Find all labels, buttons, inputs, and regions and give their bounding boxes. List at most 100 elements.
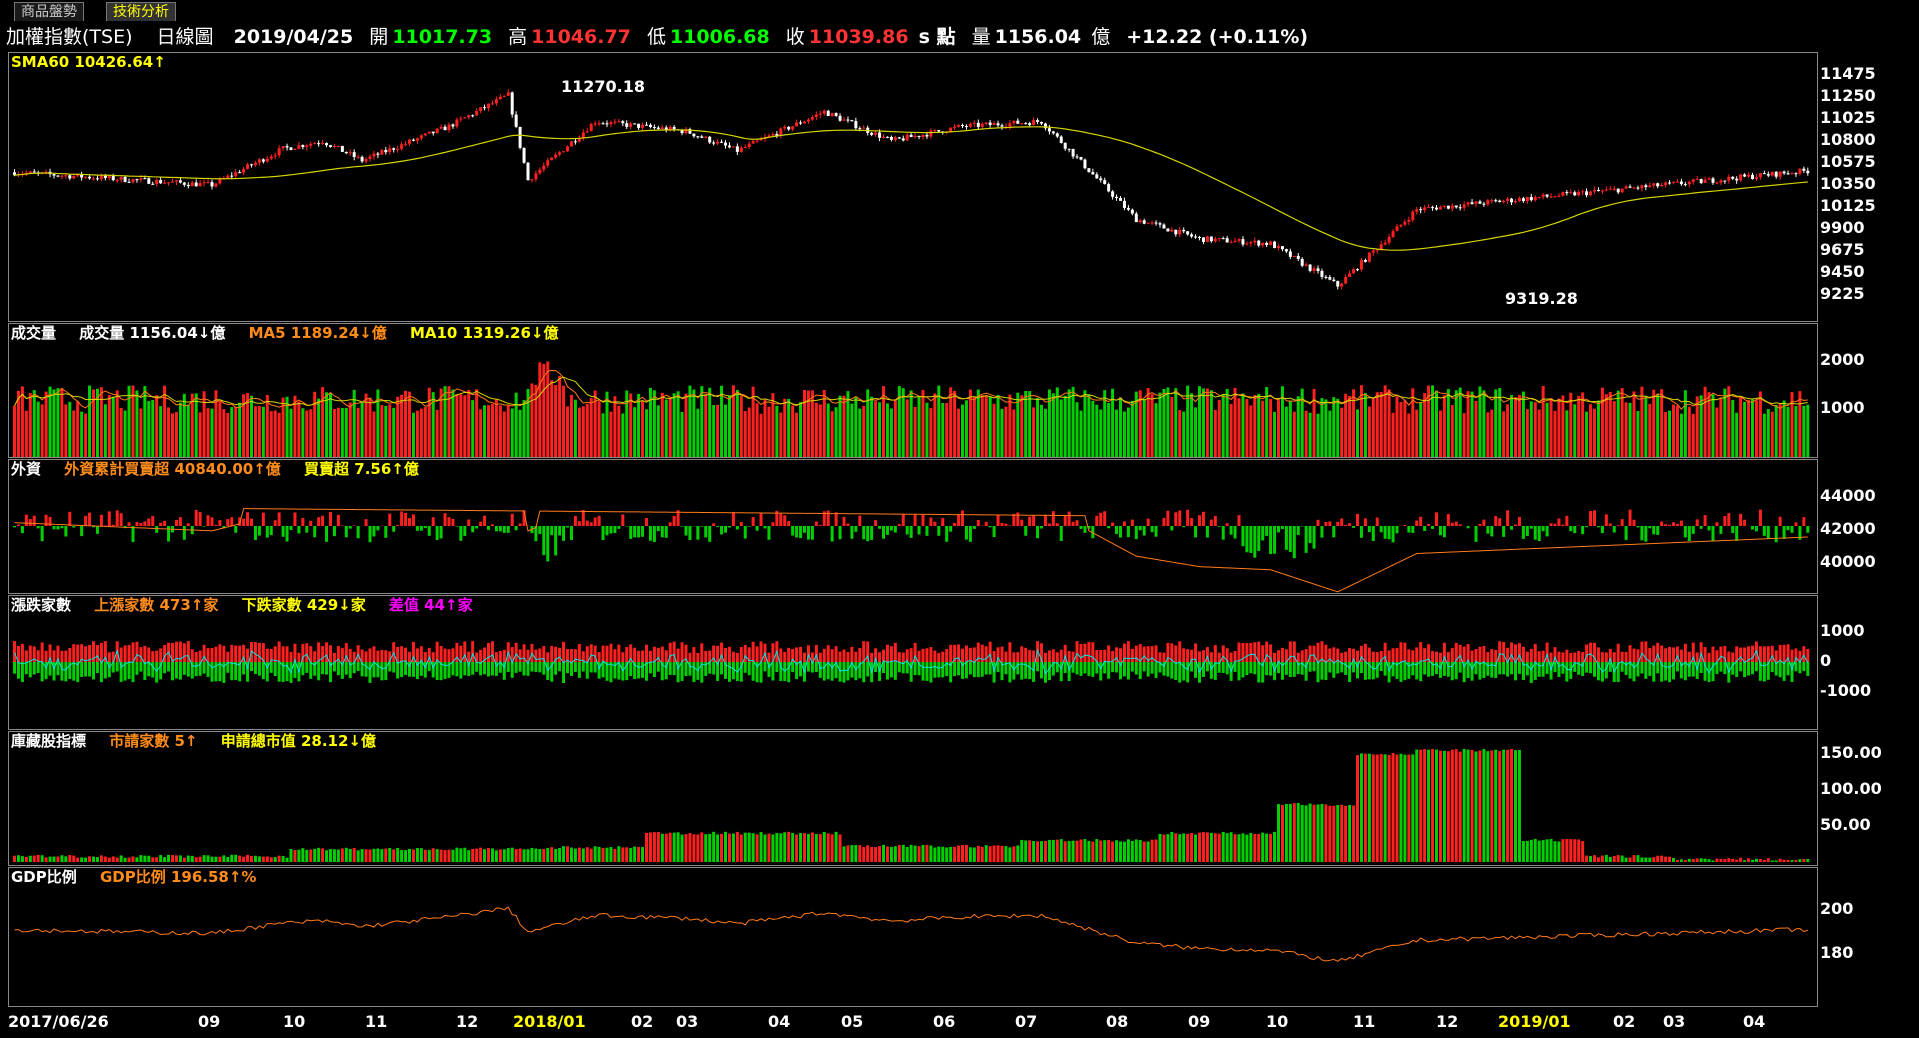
buyback-bar [885,846,889,862]
tab-technical[interactable]: 技術分析 [106,2,176,21]
volume-bar [60,388,64,457]
candle-body [897,137,901,139]
buyback-bar [194,857,198,862]
buyback-bar [1119,841,1122,862]
candle-body [1423,207,1427,211]
advance-bar [455,642,459,662]
buyback-bar [538,849,542,862]
buyback-bar [1498,751,1502,862]
foreign-panel[interactable]: 外資 外資累計買賣超 40840.00↑億 買賣超 7.56↑億 [8,459,1818,594]
buyback-bar [1739,857,1743,862]
buyback-bar [1766,858,1770,862]
candle-body [964,126,968,128]
buyback-bar [889,846,893,862]
buyback-bar [238,855,242,862]
decline-bar [712,662,716,675]
buyback-bar [1387,754,1391,862]
advance-bar [297,652,301,662]
volume-bar [538,362,542,457]
decline-bar [589,662,593,673]
gdp-panel[interactable]: GDP比例 GDP比例 196.58↑% [8,867,1818,1007]
volume-bar [530,383,534,457]
foreign-net-bar [976,519,980,526]
decline-bar [534,662,538,672]
buyback-bar [589,848,593,862]
sma60-line [14,126,1808,251]
volume-panel[interactable]: 成交量 成交量 1156.04↓億 MA5 1189.24↓億 MA10 131… [8,323,1818,458]
breadth-panel[interactable]: 漲跌家數 上漲家數 473↑家 下跌家數 429↓家 差值 44↑家 [8,595,1818,730]
buyback-bar [1754,858,1758,862]
candle-body [613,121,617,123]
buyback-bar [633,846,637,862]
buyback-bar [617,846,621,862]
gdp-line [14,906,1808,962]
volume-bar [1762,413,1766,457]
foreign-net-bar [95,526,99,534]
advance-bar [759,641,763,662]
decline-bar [1075,662,1079,675]
foreign-net-bar [1565,515,1569,526]
foreign-net-bar [1608,523,1612,526]
volume-bar [743,411,747,457]
advance-bar [1778,644,1782,662]
foreign-net-bar [1067,511,1071,526]
candle-body [479,107,483,111]
volume-bar [1541,385,1545,457]
foreign-net-bar [242,518,246,526]
buyback-bar [874,847,878,862]
foreign-net-bar [581,509,585,526]
advance-bar [1194,643,1198,662]
volume-bar [1371,398,1375,457]
candle-body [13,172,16,176]
buyback-bar [289,849,293,862]
decline-bar [984,662,988,675]
foreign-net-bar [167,526,171,542]
y-tick-label: 150.00 [1820,743,1882,762]
decline-bar [775,662,779,673]
advance-bar [1340,652,1344,662]
volume-bar [1802,405,1806,457]
decline-bar [968,662,972,675]
buyback-bar [676,832,680,862]
candle-body [1174,229,1178,235]
decline-bar [368,662,372,683]
volume-bar [1482,390,1486,457]
advance-bar [874,648,878,662]
foreign-net-bar [961,510,964,526]
tab-quote[interactable]: 商品盤勢 [14,2,84,21]
decline-bar [680,662,684,681]
decline-bar [854,662,858,681]
candle-body [230,175,234,177]
foreign-net-bar [609,526,613,534]
decline-bar [1782,662,1786,681]
advance-bar [99,642,103,662]
y-tick-label: 200 [1820,899,1854,918]
decline-bar [487,662,490,677]
foreign-net-bar [739,522,743,526]
price-panel[interactable]: SMA60 10426.64↑ 11270.18 9319.28 [8,52,1818,322]
decline-bar [1604,662,1608,679]
candle-body [1514,201,1517,203]
candle-body [546,160,550,166]
advance-bar [1798,650,1802,662]
volume-bar [494,398,498,457]
buyback-bar [1699,858,1703,862]
buyback-bar [269,857,273,862]
buyback-bar [542,848,546,862]
decline-bar [92,662,95,680]
advance-bar [901,652,905,662]
decline-bar [889,662,893,678]
volume-bar [878,402,882,457]
candle-body [893,137,897,140]
buyback-bar [1308,803,1312,862]
candle-body [1632,187,1636,189]
volume-bar [1415,409,1419,457]
buyback-bar [214,856,218,862]
candle-body [471,115,475,117]
advance-bar [684,644,688,662]
buyback-bar [1770,860,1774,862]
buyback-panel[interactable]: 庫藏股指標 市請家數 5↑ 申請總市值 28.12↓億 [8,731,1818,866]
advance-bar [862,641,866,662]
candle-body [976,122,980,127]
candle-body [799,122,803,124]
